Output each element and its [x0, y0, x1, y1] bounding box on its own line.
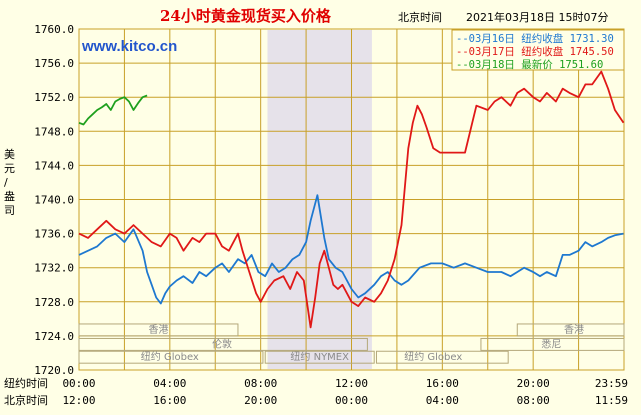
x-tick-label-beijing: 20:00: [244, 394, 277, 407]
series-line-2: [78, 94, 148, 126]
y-tick-label: 1728.0: [34, 296, 74, 309]
y-tick-label: 1736.0: [34, 228, 74, 241]
x-axis-label-ny: 纽约时间: [4, 376, 48, 390]
series-line-1: [78, 70, 625, 329]
market-box-sydney: [480, 337, 625, 351]
market-box-globex_1: [78, 350, 264, 364]
market-box-hongkong_right: [516, 323, 625, 337]
market-label-globex_1: 纽约 Globex: [141, 350, 199, 363]
market-label-globex_2: 纽约 Globex: [404, 350, 462, 363]
svg-text:/: /: [4, 176, 8, 189]
y-tick-label: 1720.0: [34, 364, 74, 377]
x-tick-label-beijing: 08:00: [517, 394, 550, 407]
y-tick-label: 1752.0: [34, 91, 74, 104]
x-tick-label-beijing: 04:00: [426, 394, 459, 407]
website-label: www.kitco.cn: [81, 38, 177, 55]
x-tick-label-ny: 20:00: [517, 377, 550, 390]
x-tick-label-ny: 23:59: [595, 377, 628, 390]
series-line-0: [78, 194, 624, 305]
legend-box: [451, 29, 625, 71]
x-axis-label-beijing: 北京时间: [4, 393, 48, 407]
market-label-hongkong_left: 香港: [148, 324, 168, 336]
y-axis-label: 美 元 / 盎 司: [4, 148, 15, 217]
timestamp: 2021年03月18日 15时07分: [466, 10, 608, 24]
x-tick-label-beijing: 11:59: [595, 394, 628, 407]
x-tick-label-ny: 16:00: [426, 377, 459, 390]
x-tick-label-beijing: 16:00: [153, 394, 186, 407]
chart-title: 24小时黄金现货买入价格: [160, 7, 332, 25]
svg-text:盎: 盎: [4, 189, 15, 203]
y-tick-label: 1744.0: [34, 159, 74, 172]
market-box-london: [78, 337, 368, 351]
y-tick-label: 1740.0: [34, 194, 74, 207]
legend-entry-mar16: --03月16日 纽约收盘 1731.30: [456, 32, 614, 45]
x-tick-label-beijing: 12:00: [62, 394, 95, 407]
y-tick-label: 1724.0: [34, 330, 74, 343]
market-label-sydney: 悉尼: [541, 338, 561, 350]
market-label-nymex: 纽约 NYMEX: [290, 350, 349, 363]
legend-entry-mar17: --03月17日 纽约收盘 1745.50: [456, 45, 614, 58]
market-label-london: 伦敦: [212, 337, 232, 350]
beijing-time-label: 北京时间: [398, 10, 442, 24]
x-tick-label-beijing: 00:00: [335, 394, 368, 407]
y-tick-label: 1748.0: [34, 125, 74, 138]
market-box-hongkong_left: [78, 323, 239, 337]
x-tick-label-ny: 08:00: [244, 377, 277, 390]
market-box-globex_2: [375, 350, 509, 364]
y-tick-label: 1760.0: [34, 23, 74, 36]
y-axis-ticks: 1720.0 1724.0 1728.0 1732.0 1736.0 1740.0 1744…: [34, 23, 74, 377]
y-tick-label: 1732.0: [34, 262, 74, 275]
x-tick-label-ny: 00:00: [62, 377, 95, 390]
svg-text:元: 元: [4, 162, 15, 175]
legend-entry-mar18: --03月18日 最新价 1751.60: [456, 58, 603, 71]
market-box-nymex: [264, 350, 375, 364]
svg-text:美: 美: [4, 148, 15, 161]
x-axis-ticks: 00:00 12:00 04:00 16:00 08:00 20:00 12:00 00:00…: [62, 377, 628, 407]
series-layer: [78, 70, 625, 329]
y-tick-label: 1756.0: [34, 57, 74, 70]
market-label-hongkong_right: 香港: [564, 324, 584, 336]
grid: [78, 28, 625, 371]
svg-text:司: 司: [4, 204, 15, 217]
x-tick-label-ny: 12:00: [335, 377, 368, 390]
x-tick-label-ny: 04:00: [153, 377, 186, 390]
